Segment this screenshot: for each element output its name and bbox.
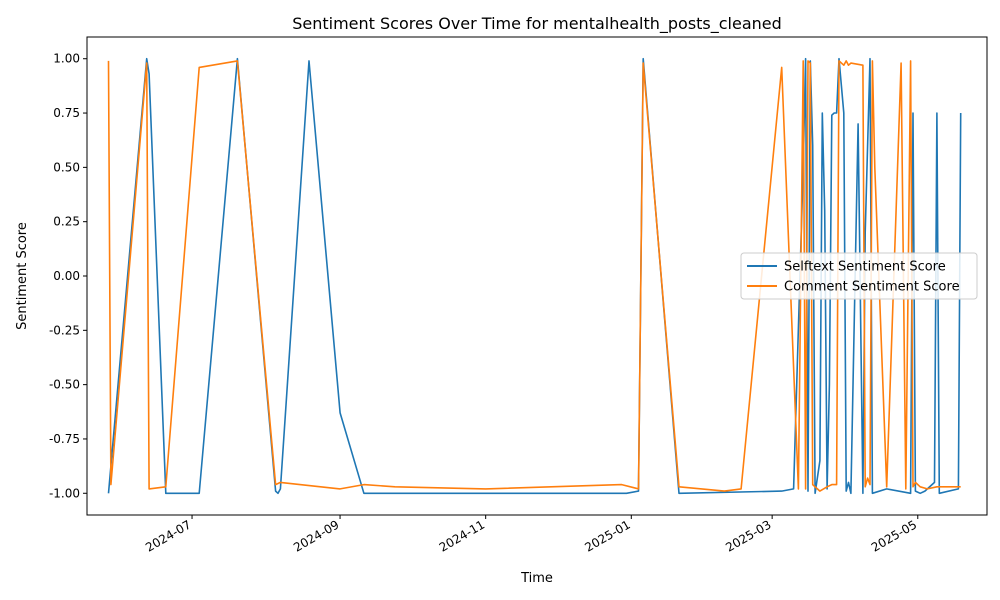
x-tick-label: 2024-09 [291, 517, 341, 554]
y-tick-label: -0.25 [49, 323, 80, 337]
y-tick-label: -0.50 [49, 378, 80, 392]
legend: Selftext Sentiment Score Comment Sentime… [740, 252, 978, 300]
x-tick-label: 2025-03 [723, 517, 773, 554]
y-tick-label: 1.00 [53, 52, 80, 66]
legend-label-selftext: Selftext Sentiment Score [784, 260, 946, 275]
y-tick-label: 0.50 [53, 160, 80, 174]
y-tick-label: 0.75 [53, 106, 80, 120]
y-tick-label: -1.00 [49, 486, 80, 500]
legend-label-comment: Comment Sentiment Score [784, 280, 960, 295]
x-tick-label: 2024-11 [437, 517, 487, 554]
y-tick-label: 0.25 [53, 215, 80, 229]
chart-title: Sentiment Scores Over Time for mentalhea… [292, 14, 782, 34]
series-line-selftext [107, 57, 962, 495]
y-axis-title: Sentiment Score [15, 222, 30, 330]
x-axis-title: Time [520, 571, 553, 586]
x-tick-label: 2024-07 [143, 517, 193, 554]
legend-box [740, 252, 978, 300]
x-tick-label: 2025-05 [869, 517, 919, 554]
x-tick-label: 2025-01 [582, 517, 632, 554]
series-layer [107, 57, 962, 495]
y-axis: -1.00 -0.75 -0.50 -0.25 0.00 0.25 0.50 0.75 1.00 [49, 52, 87, 500]
x-axis: 2024-07 2024-09 2024-11 2025-01 2025-03 2025-… [143, 515, 919, 555]
y-tick-label: -0.75 [49, 432, 80, 446]
y-tick-label: 0.00 [53, 269, 80, 283]
series-line-comment [107, 60, 961, 492]
